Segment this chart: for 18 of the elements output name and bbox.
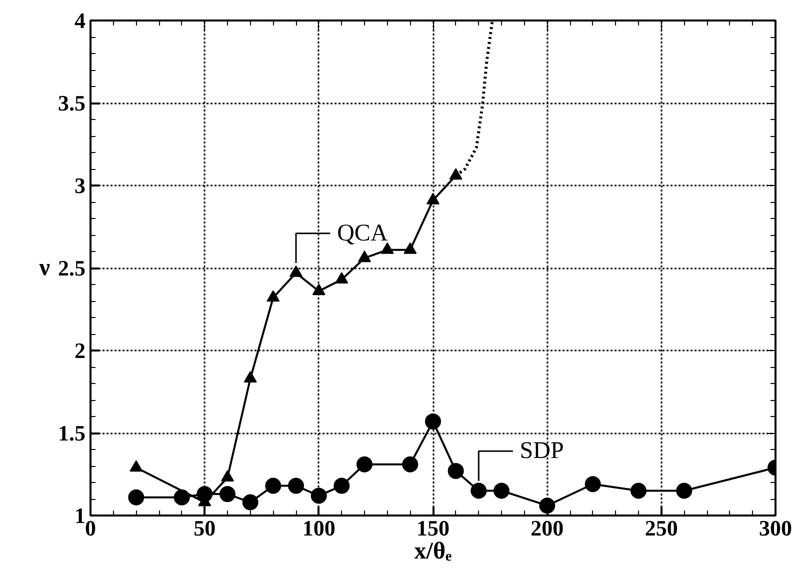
x-tick-label: 100 xyxy=(302,516,336,540)
x-axis-title: x/θₑ xyxy=(414,538,452,564)
y-tick-label: 4 xyxy=(74,8,86,33)
y-tick-label: 2.5 xyxy=(58,256,86,280)
x-tick-label: 200 xyxy=(530,516,564,540)
annotation: SDP xyxy=(520,438,564,464)
x-tick-label: 300 xyxy=(759,516,792,540)
annotation: QCA xyxy=(337,220,388,246)
x-tick-label: 50 xyxy=(194,516,216,540)
y-axis-title: ν xyxy=(38,255,50,281)
x-tick-label: 150 xyxy=(416,516,450,540)
x-tick-label: 0 xyxy=(85,516,96,540)
y-tick-label: 1.5 xyxy=(58,420,86,446)
x-tick-label: 250 xyxy=(644,516,678,540)
y-tick-label: 3.5 xyxy=(58,90,86,116)
y-tick-label: 1 xyxy=(74,503,86,528)
y-tick-label: 2 xyxy=(74,338,86,363)
y-tick-label: 3 xyxy=(74,173,86,198)
